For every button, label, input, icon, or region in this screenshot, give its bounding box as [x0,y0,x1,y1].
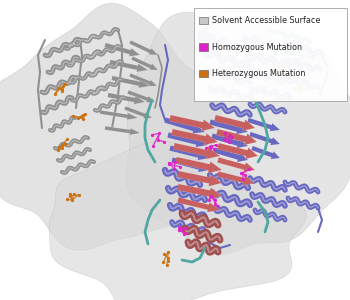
Polygon shape [127,90,155,102]
Polygon shape [217,171,254,185]
Polygon shape [124,106,152,118]
Polygon shape [0,3,222,250]
Bar [199,70,208,77]
Polygon shape [217,143,258,159]
Polygon shape [104,43,140,56]
Polygon shape [209,119,248,134]
Polygon shape [129,40,158,55]
Polygon shape [247,118,280,131]
Polygon shape [112,76,150,88]
Polygon shape [211,134,248,148]
Polygon shape [172,129,218,145]
Bar [199,44,208,51]
FancyBboxPatch shape [194,8,346,100]
Polygon shape [173,143,220,159]
Polygon shape [169,146,210,160]
Text: Homozygous Mutation: Homozygous Mutation [212,43,302,52]
Polygon shape [164,117,205,134]
Polygon shape [175,157,222,173]
Polygon shape [49,141,306,300]
Polygon shape [167,132,208,147]
Polygon shape [217,158,255,172]
Polygon shape [131,56,158,70]
Polygon shape [171,158,210,172]
Text: Solvent Accessible Surface: Solvent Accessible Surface [212,16,321,25]
Text: Heterozygous Mutation: Heterozygous Mutation [212,69,306,78]
Polygon shape [126,12,350,255]
Polygon shape [177,184,222,199]
Polygon shape [129,73,157,86]
Bar [199,17,208,24]
Polygon shape [110,60,148,72]
Polygon shape [105,126,140,135]
Polygon shape [107,93,145,104]
Polygon shape [100,110,138,120]
Polygon shape [213,147,248,162]
Polygon shape [214,115,255,131]
Polygon shape [251,146,280,159]
Polygon shape [249,132,280,145]
Polygon shape [177,197,220,212]
Polygon shape [216,129,257,145]
Polygon shape [169,115,215,131]
Polygon shape [177,171,222,186]
